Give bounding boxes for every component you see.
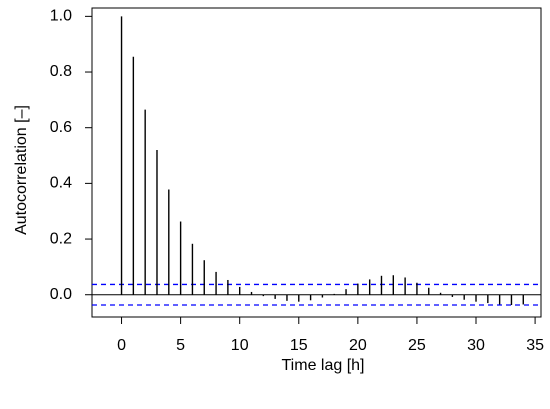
x-tick-label: 5 bbox=[176, 337, 185, 354]
x-tick-label: 0 bbox=[117, 337, 126, 354]
y-tick-label: 0.0 bbox=[50, 286, 72, 303]
x-tick-label: 15 bbox=[290, 337, 308, 354]
plot-area: 0 5 10 15 20 25 30 35 0.0 0.2 0.4 0.6 0.8 1.0 bbox=[50, 7, 544, 354]
y-tick-label: 0.2 bbox=[50, 230, 72, 247]
x-tick-label: 35 bbox=[526, 337, 544, 354]
x-tick-label: 30 bbox=[467, 337, 485, 354]
plot-frame bbox=[91, 7, 542, 318]
y-tick-label: 1.0 bbox=[50, 8, 72, 25]
y-axis-label: Autocorrelation [–] bbox=[13, 105, 30, 235]
x-axis-label: Time lag [h] bbox=[282, 357, 365, 374]
y-tick-label: 0.4 bbox=[50, 175, 72, 192]
x-tick-label: 25 bbox=[408, 337, 426, 354]
y-tick-label: 0.8 bbox=[50, 63, 72, 80]
x-tick-label: 20 bbox=[349, 337, 367, 354]
x-tick-label: 10 bbox=[231, 337, 249, 354]
y-tick-label: 0.6 bbox=[50, 119, 72, 136]
